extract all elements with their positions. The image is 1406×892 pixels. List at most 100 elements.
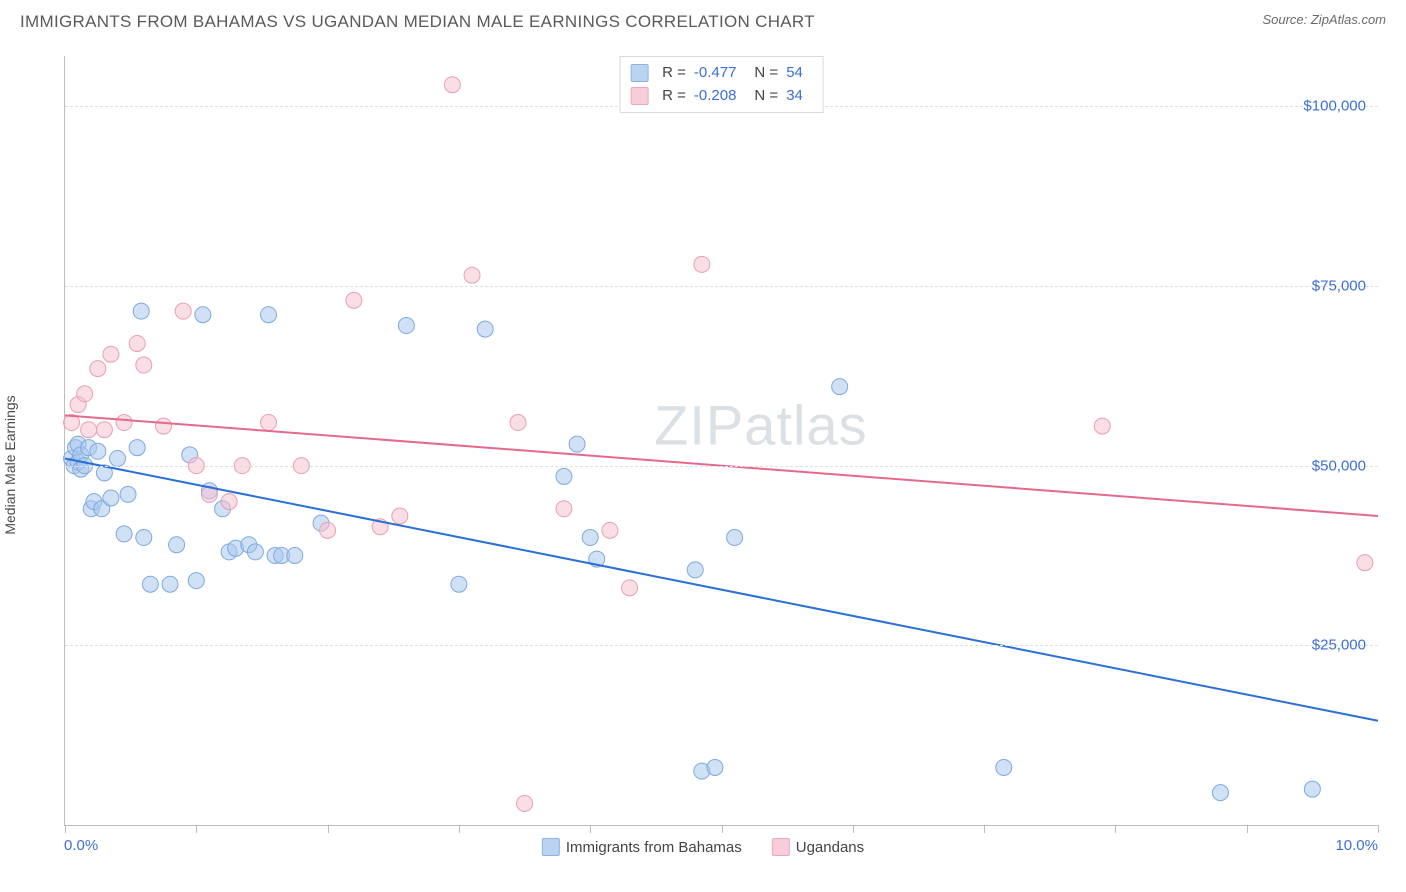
legend-swatch-icon: [630, 87, 648, 105]
gridline: [65, 645, 1378, 646]
n-value: 54: [786, 62, 803, 85]
scatter-point: [81, 422, 97, 438]
legend-swatch-icon: [542, 838, 560, 856]
y-tick-label: $75,000: [1312, 277, 1366, 294]
legend-item: Ugandans: [772, 838, 864, 856]
x-tick: [1247, 825, 1248, 833]
scatter-svg: [65, 56, 1378, 825]
scatter-point: [142, 576, 158, 592]
scatter-point: [175, 303, 191, 319]
plot-area: ZIPatlas R = -0.477 N = 54 R = -0.208 N …: [64, 56, 1378, 826]
legend-swatch-icon: [630, 64, 648, 82]
scatter-point: [103, 346, 119, 362]
scatter-point: [510, 415, 526, 431]
scatter-point: [569, 436, 585, 452]
scatter-point: [1304, 781, 1320, 797]
x-tick: [853, 825, 854, 833]
scatter-point: [556, 468, 572, 484]
gridline: [65, 466, 1378, 467]
y-tick-label: $50,000: [1312, 457, 1366, 474]
legend-item-label: Immigrants from Bahamas: [566, 839, 742, 856]
scatter-point: [687, 562, 703, 578]
x-tick: [722, 825, 723, 833]
series-legend: Immigrants from Bahamas Ugandans: [542, 838, 864, 856]
x-tick: [328, 825, 329, 833]
scatter-point: [477, 321, 493, 337]
y-tick-label: $25,000: [1312, 637, 1366, 654]
y-axis-label: Median Male Earnings: [2, 395, 18, 534]
scatter-point: [155, 418, 171, 434]
correlation-legend-row: R = -0.208 N = 34: [630, 85, 813, 108]
scatter-point: [133, 303, 149, 319]
scatter-point: [464, 267, 480, 283]
correlation-legend: R = -0.477 N = 54 R = -0.208 N = 34: [619, 56, 824, 113]
scatter-point: [398, 318, 414, 334]
scatter-point: [129, 335, 145, 351]
chart-title: IMMIGRANTS FROM BAHAMAS VS UGANDAN MEDIA…: [20, 12, 815, 32]
scatter-point: [320, 522, 336, 538]
x-min-label: 0.0%: [64, 837, 98, 854]
scatter-point: [96, 422, 112, 438]
trend-line: [65, 458, 1378, 720]
scatter-point: [1357, 555, 1373, 571]
n-label: N =: [754, 62, 778, 85]
r-value: -0.208: [694, 85, 737, 108]
scatter-point: [195, 307, 211, 323]
r-label: R =: [662, 85, 686, 108]
scatter-point: [602, 522, 618, 538]
scatter-point: [103, 490, 119, 506]
scatter-point: [188, 573, 204, 589]
scatter-point: [261, 415, 277, 431]
scatter-point: [136, 530, 152, 546]
scatter-point: [996, 760, 1012, 776]
correlation-legend-row: R = -0.477 N = 54: [630, 62, 813, 85]
scatter-point: [247, 544, 263, 560]
scatter-point: [707, 760, 723, 776]
scatter-point: [287, 547, 303, 563]
scatter-point: [261, 307, 277, 323]
r-value: -0.477: [694, 62, 737, 85]
legend-swatch-icon: [772, 838, 790, 856]
y-tick-label: $100,000: [1303, 98, 1366, 115]
x-tick: [196, 825, 197, 833]
scatter-point: [116, 415, 132, 431]
scatter-point: [1212, 785, 1228, 801]
n-value: 34: [786, 85, 803, 108]
scatter-point: [451, 576, 467, 592]
scatter-point: [622, 580, 638, 596]
scatter-point: [162, 576, 178, 592]
n-label: N =: [754, 85, 778, 108]
legend-item: Immigrants from Bahamas: [542, 838, 742, 856]
scatter-point: [694, 256, 710, 272]
scatter-point: [110, 450, 126, 466]
gridline: [65, 286, 1378, 287]
scatter-point: [129, 440, 145, 456]
scatter-point: [136, 357, 152, 373]
chart-container: Median Male Earnings ZIPatlas R = -0.477…: [20, 48, 1386, 882]
scatter-point: [582, 530, 598, 546]
x-tick: [984, 825, 985, 833]
x-max-label: 10.0%: [1335, 837, 1378, 854]
scatter-point: [517, 795, 533, 811]
scatter-point: [1094, 418, 1110, 434]
x-tick: [1115, 825, 1116, 833]
scatter-point: [444, 77, 460, 93]
r-label: R =: [662, 62, 686, 85]
scatter-point: [120, 486, 136, 502]
scatter-point: [392, 508, 408, 524]
scatter-point: [90, 443, 106, 459]
x-tick: [1378, 825, 1379, 833]
x-tick: [65, 825, 66, 833]
scatter-point: [169, 537, 185, 553]
scatter-point: [832, 379, 848, 395]
source-label: Source: ZipAtlas.com: [1262, 12, 1386, 27]
scatter-point: [116, 526, 132, 542]
scatter-point: [346, 292, 362, 308]
legend-item-label: Ugandans: [796, 839, 864, 856]
scatter-point: [221, 494, 237, 510]
x-tick: [459, 825, 460, 833]
scatter-point: [556, 501, 572, 517]
x-tick: [590, 825, 591, 833]
scatter-point: [90, 361, 106, 377]
scatter-point: [727, 530, 743, 546]
